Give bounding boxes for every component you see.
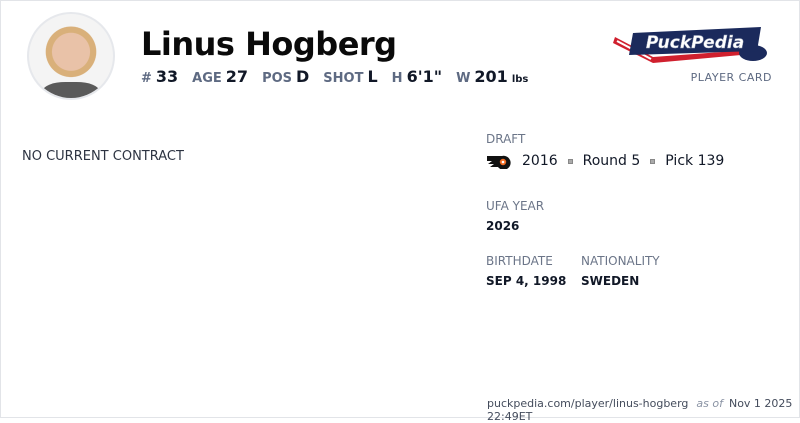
stat-height: H 6'1": [392, 67, 442, 86]
stat-value: 33: [155, 67, 179, 86]
birthdate-section: BIRTHDATE SEP 4, 1998: [486, 254, 566, 288]
player-stats: #33 AGE 27 POS D SHOT L H 6'1" W 201 lbs: [141, 67, 528, 86]
as-of-label: as of: [696, 397, 723, 410]
contract-status: NO CURRENT CONTRACT: [22, 149, 184, 164]
player-name: Linus Hogberg: [141, 25, 397, 63]
ufa-value: 2026: [486, 219, 520, 233]
draft-section: DRAFT 2016 Round 5 Pick 139: [486, 132, 724, 169]
stat-number: #33: [141, 67, 178, 86]
draft-pick: Pick 139: [665, 153, 725, 169]
player-avatar: [27, 12, 115, 100]
footer: puckpedia.com/player/linus-hogberg as of N…: [487, 397, 799, 423]
separator-icon: [567, 158, 573, 164]
flyers-logo-icon: [487, 155, 511, 169]
puckpedia-logo[interactable]: PuckPedia: [613, 23, 775, 69]
stat-label: SHOT: [323, 71, 364, 86]
draft-year: 2016: [522, 153, 558, 169]
draft-round: Round 5: [582, 153, 641, 169]
nationality-value: SWEDEN: [581, 274, 640, 288]
birthdate-label: BIRTHDATE: [486, 254, 553, 268]
nationality-section: NATIONALITY SWEDEN: [581, 254, 660, 288]
birthdate-value: SEP 4, 1998: [486, 274, 567, 288]
stat-value: D: [296, 67, 310, 86]
ufa-label: UFA YEAR: [486, 199, 545, 213]
stat-label: W: [456, 71, 471, 86]
player-url-link[interactable]: puckpedia.com/player/linus-hogberg: [487, 397, 689, 410]
draft-label: DRAFT: [486, 132, 526, 146]
stat-value: 201: [474, 67, 508, 86]
stat-label: #: [141, 71, 152, 86]
player-card-label: PLAYER CARD: [690, 71, 772, 84]
stat-weight: W 201 lbs: [456, 67, 528, 86]
stat-shot: SHOT L: [323, 67, 377, 86]
stat-age: AGE 27: [192, 67, 248, 86]
ufa-section: UFA YEAR 2026: [486, 199, 544, 233]
stat-position: POS D: [262, 67, 309, 86]
stat-label: AGE: [192, 71, 222, 86]
svg-text:PuckPedia: PuckPedia: [646, 33, 744, 53]
stat-value: 6'1": [406, 67, 443, 86]
stat-unit: lbs: [511, 74, 529, 85]
stat-value: 27: [225, 67, 249, 86]
stat-label: POS: [262, 71, 293, 86]
stat-label: H: [391, 71, 403, 86]
nationality-label: NATIONALITY: [581, 254, 660, 268]
separator-icon: [650, 158, 656, 164]
stat-value: L: [367, 67, 378, 86]
